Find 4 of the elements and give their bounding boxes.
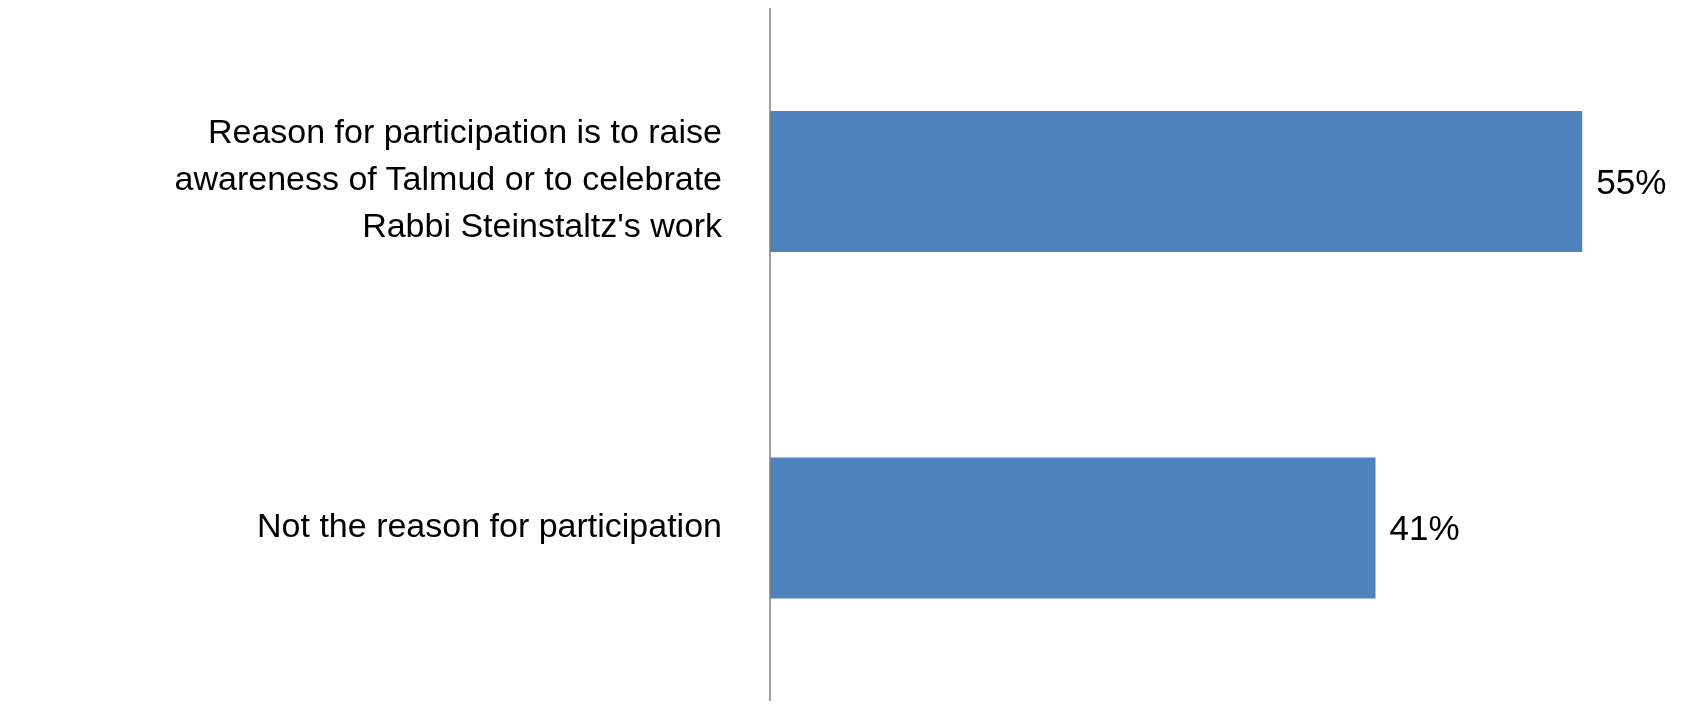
data-label: 41% xyxy=(1389,508,1460,548)
y-tick-label: Not the reason for participation xyxy=(257,505,722,544)
y-tick-label: Reason for participation is to raise awareness of Talmud or to celebrate Rabbi Steinstaltz's work xyxy=(174,112,723,245)
data-label: 55% xyxy=(1596,161,1667,201)
